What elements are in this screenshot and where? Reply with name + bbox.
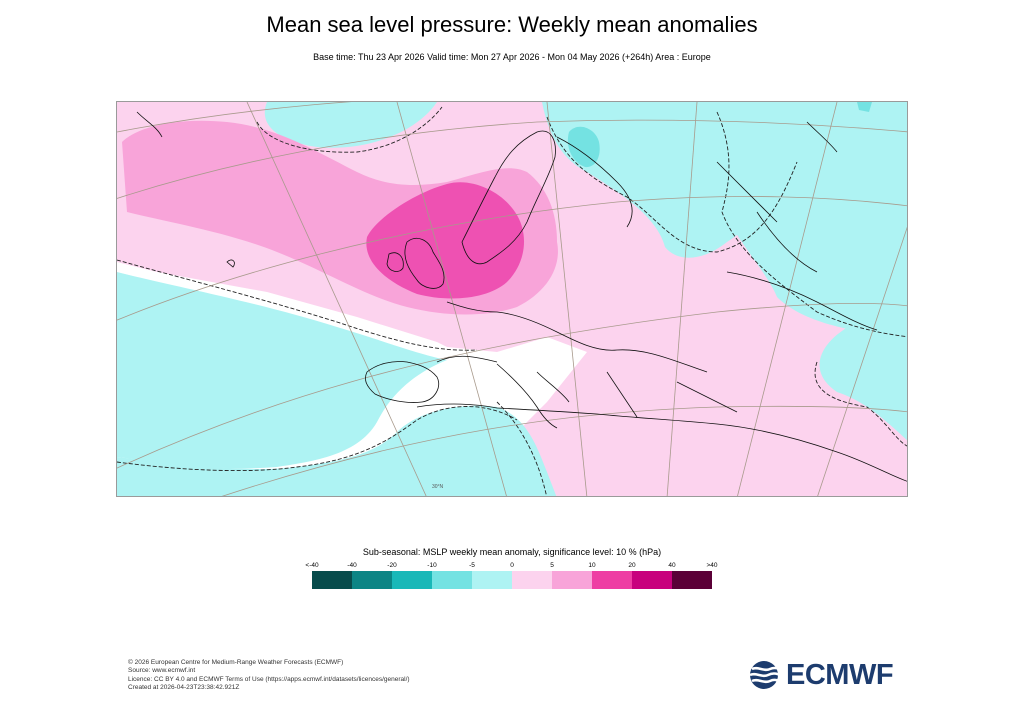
footer-line: Created at 2026-04-23T23:38:42.921Z — [128, 683, 240, 691]
legend-swatch — [672, 571, 712, 589]
cyan-region-east — [819, 322, 907, 441]
map-canvas: 30°N — [117, 102, 907, 496]
legend-label: 5 — [550, 562, 554, 569]
footer-line: © 2026 European Centre for Medium-Range … — [128, 659, 344, 666]
legend-swatch — [512, 571, 552, 589]
ecmwf-logo: ECMWF — [748, 660, 898, 690]
footer-line: Licence: CC BY 4.0 and ECMWF Terms of Us… — [128, 675, 410, 683]
legend-swatch — [632, 571, 672, 589]
legend-label: -5 — [469, 562, 475, 569]
legend-label: 20 — [628, 562, 636, 569]
contour-lines — [117, 106, 907, 496]
legend-label: <-40 — [305, 562, 319, 569]
legend-swatch — [592, 571, 632, 589]
anomaly-map: 30°N — [116, 101, 908, 497]
ecmwf-logo-icon — [749, 661, 783, 689]
cyan-region-south-atlantic — [117, 405, 557, 496]
graticule — [117, 102, 907, 496]
legend-colorbar — [312, 571, 712, 589]
legend-labels: <-40 -40 -20 -10 -5 0 5 10 20 40 >40 — [305, 562, 717, 572]
legend-swatch — [552, 571, 592, 589]
chart-subtitle: Base time: Thu 23 Apr 2026 Valid time: M… — [313, 52, 711, 62]
magenta-region — [366, 182, 525, 299]
legend-swatch — [472, 571, 512, 589]
graticule-label: 30°N — [432, 484, 444, 490]
footer-line: Source: www.ecmwf.int — [128, 667, 196, 675]
coastlines — [136, 111, 907, 482]
legend-label: -20 — [387, 562, 397, 569]
legend-swatch — [432, 571, 472, 589]
legend-label: >40 — [706, 562, 718, 569]
cyan-region-atlantic — [117, 272, 447, 469]
cyan-region-north — [264, 102, 437, 148]
legend-swatch — [392, 571, 432, 589]
chart-title: Mean sea level pressure: Weekly mean ano… — [266, 12, 758, 37]
cyan-spot-ne — [857, 102, 872, 112]
cyan-spot-north — [567, 126, 600, 168]
legend-label: 0 — [510, 562, 514, 569]
footer: © 2026 European Centre for Medium-Range … — [128, 659, 410, 692]
legend-swatch — [312, 571, 352, 589]
ecmwf-logo-text: ECMWF — [786, 659, 894, 691]
legend-label: 10 — [588, 562, 596, 569]
legend-label: -40 — [347, 562, 357, 569]
legend-swatch — [352, 571, 392, 589]
cyan-region-arctic-ne — [717, 102, 907, 337]
legend-label: 40 — [668, 562, 676, 569]
legend-title: Sub-seasonal: MSLP weekly mean anomaly, … — [362, 547, 662, 557]
legend-label: -10 — [427, 562, 437, 569]
